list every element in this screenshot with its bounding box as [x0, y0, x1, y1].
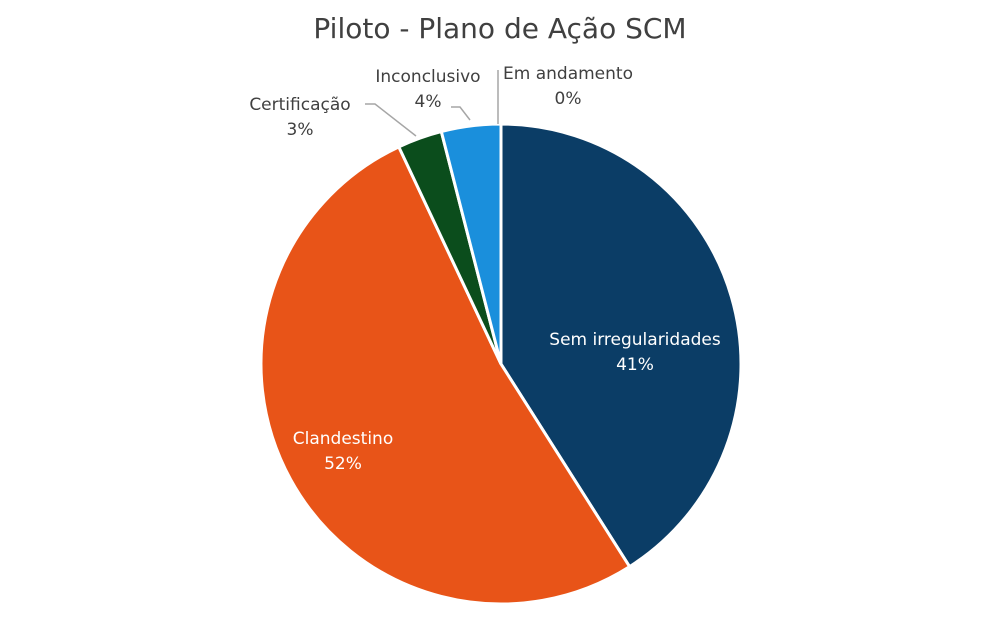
slice-label-em-andamento: Em andamento [503, 64, 633, 84]
slice-label-certificacao: Certificação [249, 95, 350, 115]
slice-percent-clandestino: 52% [324, 454, 362, 474]
slice-percent-sem-irregularidades: 41% [616, 355, 654, 375]
leader-line-certificacao [365, 103, 417, 137]
slice-percent-em-andamento: 0% [555, 89, 582, 109]
slice-percent-certificacao: 3% [287, 120, 314, 140]
slice-label-sem-irregularidades: Sem irregularidades [549, 330, 721, 350]
slice-label-clandestino: Clandestino [293, 429, 393, 449]
slice-percent-inconclusivo: 4% [415, 92, 442, 112]
slice-label-inconclusivo: Inconclusivo [375, 67, 480, 87]
leader-line-inconclusivo [451, 106, 471, 121]
slice-clandestino [259, 144, 632, 606]
chart-title: Piloto - Plano de Ação SCM [313, 12, 686, 45]
